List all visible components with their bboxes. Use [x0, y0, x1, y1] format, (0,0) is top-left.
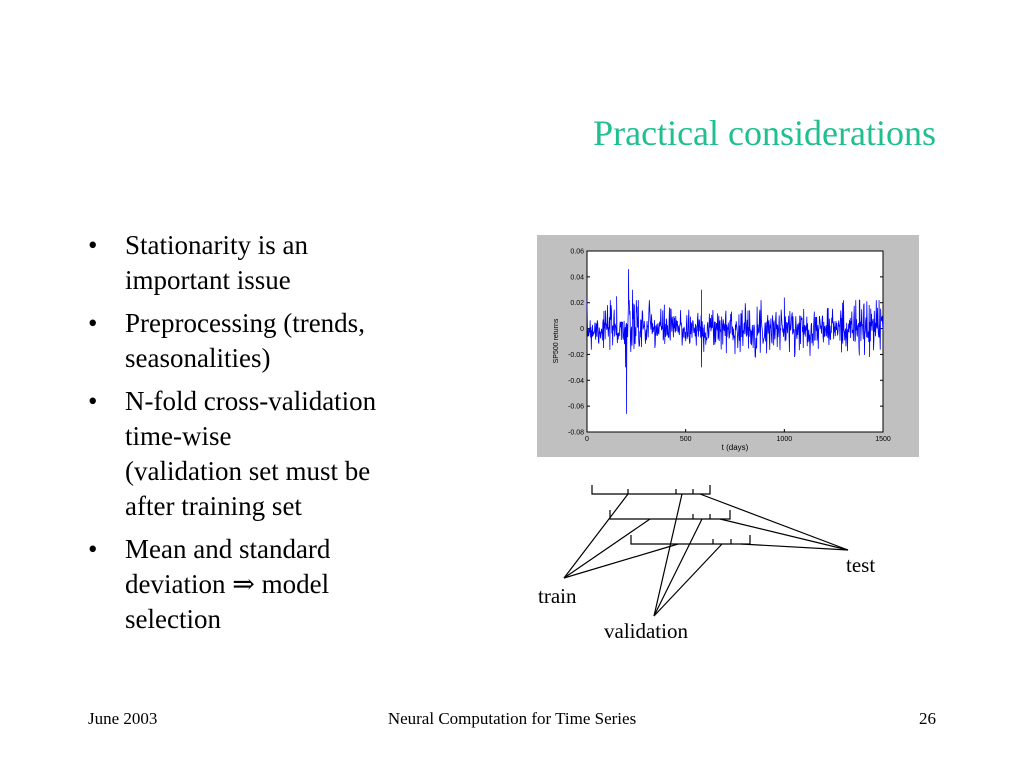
bullet-text: Preprocessing (trends, seasonalities): [125, 308, 365, 373]
bullet-marker: •: [88, 230, 98, 260]
bullet-text: Mean and standard deviation ⇒ model sele…: [125, 534, 331, 634]
slide-title: Practical considerations: [593, 113, 936, 153]
y-tick-label: 0: [580, 326, 584, 333]
bullet-item: • N-fold cross-validation time-wise (vali…: [88, 384, 458, 524]
y-tick-label: -0.04: [568, 378, 584, 385]
test-label: test: [846, 553, 875, 577]
x-tick-label: 500: [680, 436, 692, 443]
fold-bracket-2: [609, 510, 731, 520]
test-pointer: [719, 518, 849, 551]
x-axis-label: t (days): [722, 443, 749, 452]
footer-page-number: 26: [919, 709, 936, 728]
bullet-text: Stationarity is an important issue: [125, 230, 308, 295]
chart-svg: 0.06 0.04 0.02 0 -0.02 -0.04 -0.06 -0.08 0 500 10…: [553, 249, 891, 453]
sp500-returns-chart: 0.06 0.04 0.02 0 -0.02 -0.04 -0.06 -0.08 0 500 10…: [537, 235, 919, 457]
bullet-list: • Stationarity is an important issue • Pre…: [88, 228, 458, 645]
bullet-marker: •: [88, 386, 98, 416]
train-pointer: [563, 518, 651, 579]
x-tick-label: 1000: [777, 436, 793, 443]
y-tick-label: 0.02: [570, 300, 584, 307]
test-pointer: [740, 543, 849, 551]
bullet-marker: •: [88, 534, 98, 564]
x-tick-label: 0: [585, 436, 589, 443]
test-pointer: [699, 493, 849, 551]
validation-label: validation: [604, 619, 688, 643]
train-label: train: [538, 584, 577, 608]
bullet-text: N-fold cross-validation time-wise (valid…: [125, 386, 377, 521]
validation-pointer: [653, 493, 683, 617]
y-tick-label: -0.08: [568, 430, 584, 437]
y-axis-label: SP500 returns: [553, 318, 560, 363]
x-tick-label: 1500: [875, 436, 891, 443]
y-tick-label: -0.02: [568, 352, 584, 359]
y-tick-label: -0.06: [568, 404, 584, 411]
series-line: [586, 269, 884, 414]
fold-bracket-1: [591, 485, 711, 495]
fold-bracket-3: [630, 535, 751, 545]
train-pointer: [563, 493, 629, 579]
bullet-marker: •: [88, 308, 98, 338]
validation-pointer: [653, 518, 703, 617]
footer-title: Neural Computation for Time Series: [387, 709, 637, 728]
footer-date: June 2003: [88, 709, 158, 728]
y-tick-label: 0.04: [570, 274, 584, 281]
bullet-item: • Stationarity is an important issue: [88, 228, 458, 298]
bullet-item: • Mean and standard deviation ⇒ model sel…: [88, 532, 458, 637]
validation-pointer: [653, 543, 723, 617]
train-pointer: [563, 543, 679, 579]
x-axis: 0 500 1000 1500: [585, 429, 891, 443]
y-tick-label: 0.06: [570, 249, 584, 256]
cross-validation-diagram: train validation test: [538, 485, 875, 643]
bullet-item: • Preprocessing (trends, seasonalities): [88, 306, 458, 376]
